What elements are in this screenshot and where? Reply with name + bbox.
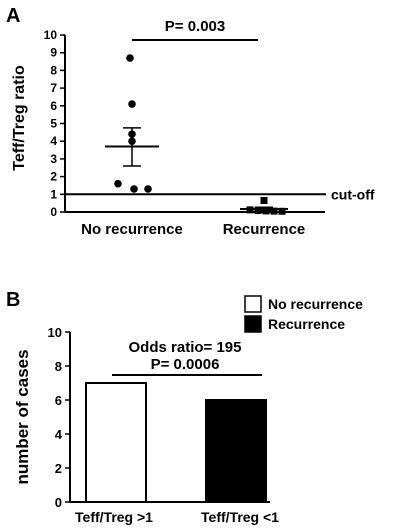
panel-b-y-tick-label: 0: [55, 495, 62, 510]
panel-a-y-tick-label: 7: [50, 81, 57, 95]
recurrence-data-point: [270, 207, 278, 215]
panel-a-marks: [105, 54, 288, 215]
panel-a-y-tick-label: 0: [50, 205, 57, 219]
panel-b-category-gt1: Teff/Treg >1: [75, 509, 153, 525]
legend-label-recurrence: Recurrence: [268, 316, 345, 332]
panel-b-y-tick-label: 8: [55, 359, 62, 374]
panel-a-y-tick-label: 5: [50, 117, 57, 131]
panel-a-category-recurrence: Recurrence: [223, 221, 306, 238]
panel-a-y-tick-label: 3: [50, 152, 57, 166]
odds-ratio-label: Odds ratio= 195: [129, 339, 242, 356]
bar-teff-treg-gt1: [85, 382, 147, 503]
legend-swatch-no-recurrence: [244, 295, 262, 313]
panel-b-y-tick-label: 10: [48, 325, 62, 340]
panel-a-y-tick-label: 4: [50, 134, 57, 148]
recurrence-data-point: [260, 196, 268, 204]
panel-a-p-value: P= 0.003: [165, 18, 225, 35]
panel-b-marks: 0 2 4 6 8 10: [48, 325, 267, 510]
panel-a-y-tick-label: 8: [50, 63, 57, 77]
panel-a-category-no-recurrence: No recurrence: [81, 221, 183, 238]
legend-swatch-recurrence: [244, 315, 262, 333]
no-recurrence-data-point: [144, 185, 152, 193]
panel-a-y-axis: 0 1 2 3 4 5 6 7 8 9 10: [44, 28, 66, 219]
panel-a-y-tick-label: 9: [50, 46, 57, 60]
panel-a-y-axis-label: Teff/Treg ratio: [11, 65, 28, 171]
no-recurrence-data-point: [130, 185, 138, 193]
panel-b: B number of cases 0 2 4 6 8 10 No recurrence …: [6, 289, 363, 525]
panel-a-y-tick-label: 10: [44, 28, 58, 42]
panel-a-y-tick-label: 6: [50, 99, 57, 113]
legend-label-no-recurrence: No recurrence: [268, 296, 363, 312]
cutoff-label: cut-off: [331, 186, 375, 202]
bar-teff-treg-lt1: [205, 399, 267, 503]
panel-a-y-tick-label: 1: [50, 187, 57, 201]
no-recurrence-data-point: [126, 54, 134, 62]
panel-a-label: A: [6, 5, 20, 27]
panel-b-y-tick-label: 2: [55, 461, 62, 476]
panel-b-label: B: [6, 289, 20, 311]
panel-b-legend: No recurrence Recurrence: [244, 295, 363, 333]
panel-a: A 0 1 2 3 4 5 6 7 8 9 10 Teff/Treg ratio cut-off P…: [6, 5, 375, 238]
panel-b-category-lt1: Teff/Treg <1: [201, 509, 279, 525]
no-recurrence-data-point: [128, 100, 136, 108]
no-recurrence-data-point: [114, 179, 122, 188]
panel-b-y-tick-label: 4: [55, 427, 63, 442]
panel-a-y-tick-label: 2: [50, 170, 57, 184]
recurrence-data-point: [278, 207, 286, 215]
panel-b-y-tick-label: 6: [55, 393, 62, 408]
panel-b-y-axis-label: number of cases: [13, 349, 32, 484]
panel-b-p-value: P= 0.0006: [151, 356, 220, 373]
